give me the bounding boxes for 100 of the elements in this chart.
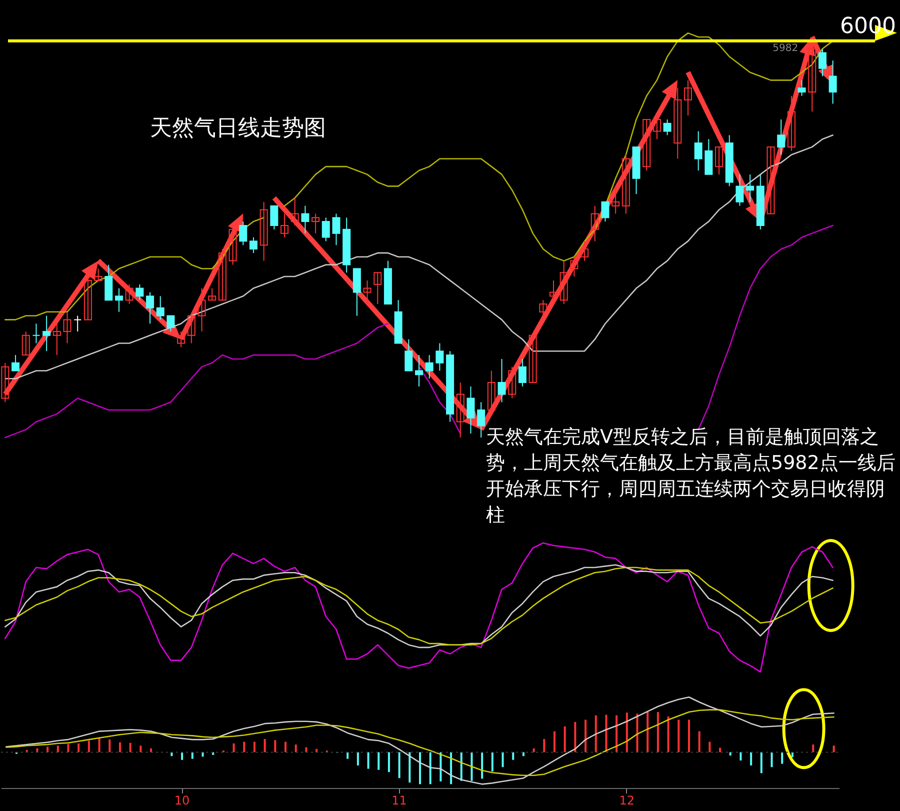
bar	[181, 752, 184, 760]
bar	[284, 742, 287, 752]
candlestick	[466, 386, 475, 434]
bar	[367, 752, 370, 769]
bar	[729, 752, 732, 756]
candlestick	[736, 174, 744, 206]
annotation: 5982	[772, 42, 798, 54]
bar	[812, 744, 814, 752]
candlestick	[125, 284, 134, 304]
bar	[356, 752, 359, 766]
bar	[770, 752, 773, 768]
candlestick	[415, 354, 423, 387]
bar	[481, 752, 484, 779]
candlestick	[52, 323, 61, 356]
candlestick	[136, 284, 144, 301]
candlestick	[94, 268, 102, 281]
candlestick	[508, 366, 516, 399]
candlestick	[177, 330, 186, 348]
bar	[253, 742, 256, 752]
bar	[646, 712, 649, 752]
bar	[346, 752, 349, 759]
candlestick	[487, 370, 496, 414]
bar	[294, 744, 297, 752]
bar	[429, 752, 432, 784]
candlestick	[674, 88, 682, 160]
bar	[78, 743, 80, 752]
bar	[522, 752, 524, 756]
candlestick	[42, 315, 51, 352]
candlestick	[249, 236, 258, 254]
candlestick	[104, 264, 113, 301]
bar	[740, 752, 742, 760]
candlestick	[436, 342, 444, 372]
candlestick	[166, 315, 175, 332]
bar	[594, 715, 597, 752]
candlestick	[766, 146, 775, 214]
bar	[140, 746, 142, 752]
candlestick	[208, 288, 216, 301]
candlestick	[312, 213, 320, 234]
annotation: 天然气在完成V型反转之后，目前是触顶回落之势，上周天然气在触及上方最高点5982点一线后开始承压下行，周四周五连续两个交易日收得阴柱	[486, 426, 896, 526]
candlestick	[239, 221, 248, 246]
bar	[170, 752, 173, 756]
candlestick	[612, 186, 620, 214]
candlestick	[715, 146, 724, 175]
candlestick	[74, 315, 82, 332]
candlestick	[301, 205, 310, 234]
bar	[832, 746, 835, 752]
bar	[191, 752, 194, 759]
candlestick	[114, 288, 123, 312]
bar	[419, 752, 421, 784]
bar	[108, 740, 111, 752]
bar	[553, 731, 556, 752]
bar	[667, 716, 670, 752]
candlestick	[818, 48, 826, 77]
candlestick	[477, 402, 486, 438]
bar	[574, 722, 576, 752]
bar	[440, 752, 442, 782]
candlestick	[777, 118, 786, 156]
bar	[264, 739, 266, 752]
candlestick	[260, 201, 268, 262]
candlestick	[363, 280, 372, 304]
bar	[791, 752, 794, 758]
bar	[502, 752, 504, 768]
candlestick	[280, 213, 289, 238]
text: 6000	[840, 14, 896, 39]
candlestick	[694, 130, 702, 171]
candlestick	[270, 205, 278, 230]
candlestick	[84, 276, 92, 320]
candlestick	[22, 330, 30, 356]
candlestick	[622, 154, 630, 214]
candlestick	[560, 260, 568, 304]
candlestick	[498, 358, 506, 403]
candlestick	[32, 323, 40, 344]
candlestick	[404, 338, 413, 372]
candlestick	[746, 174, 754, 202]
candlestick	[425, 354, 434, 380]
bar	[543, 739, 546, 752]
candlestick	[352, 268, 361, 316]
candlestick	[549, 280, 558, 304]
bar	[512, 752, 514, 760]
bar	[636, 714, 638, 752]
candlestick	[332, 213, 340, 246]
candlestick	[539, 300, 548, 316]
bar	[88, 740, 90, 752]
bar	[491, 752, 494, 772]
x-tick-label: 11	[392, 794, 407, 808]
bar	[460, 752, 462, 781]
candlestick	[580, 240, 589, 262]
bar	[243, 742, 246, 752]
candlestick	[601, 201, 610, 222]
bar	[388, 752, 390, 772]
candlestick	[63, 311, 72, 344]
bar	[118, 742, 121, 752]
candlestick	[322, 217, 330, 242]
bar	[698, 731, 700, 752]
candlestick	[684, 80, 692, 116]
candlestick	[187, 315, 196, 344]
candlestick	[590, 205, 599, 242]
candlestick	[518, 358, 526, 387]
bar	[274, 740, 276, 752]
candlestick	[642, 118, 651, 171]
